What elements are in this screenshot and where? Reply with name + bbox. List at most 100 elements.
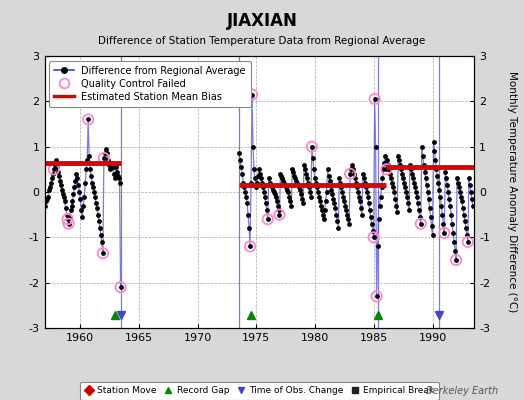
Point xyxy=(462,225,470,232)
Point xyxy=(350,171,358,177)
Point xyxy=(60,198,69,204)
Point xyxy=(451,248,459,254)
Legend: Station Move, Record Gap, Time of Obs. Change, Empirical Break: Station Move, Record Gap, Time of Obs. C… xyxy=(80,382,439,400)
Point xyxy=(370,96,379,102)
Point xyxy=(427,214,435,220)
Point xyxy=(45,186,53,193)
Point xyxy=(387,175,396,182)
Point xyxy=(428,232,436,238)
Point xyxy=(434,180,443,186)
Point xyxy=(381,152,390,159)
Point xyxy=(113,173,122,179)
Point xyxy=(389,184,398,191)
Point xyxy=(235,150,244,157)
Point xyxy=(441,168,450,175)
Point xyxy=(95,218,103,225)
Point xyxy=(72,171,81,177)
Point xyxy=(455,184,463,191)
Point xyxy=(437,202,445,209)
Point xyxy=(66,214,74,220)
Point xyxy=(447,212,455,218)
Point xyxy=(58,186,66,193)
Point xyxy=(259,184,267,191)
Point xyxy=(284,189,292,195)
Point xyxy=(272,198,281,204)
Point xyxy=(413,200,422,206)
Point xyxy=(300,162,308,168)
Point xyxy=(428,223,436,229)
Point xyxy=(382,166,390,172)
Point xyxy=(271,193,280,200)
Point xyxy=(237,164,245,170)
Point xyxy=(92,200,100,206)
Point xyxy=(264,216,272,222)
Y-axis label: Monthly Temperature Anomaly Difference (°C): Monthly Temperature Anomaly Difference (… xyxy=(507,71,517,313)
Point xyxy=(393,209,401,216)
Point xyxy=(374,216,383,222)
Point xyxy=(370,96,379,102)
Point xyxy=(49,171,57,177)
Point xyxy=(260,193,269,200)
Point xyxy=(53,168,62,175)
Point xyxy=(47,180,55,186)
Point xyxy=(76,196,84,202)
Text: JIAXIAN: JIAXIAN xyxy=(226,12,298,30)
Point xyxy=(294,182,302,188)
Point xyxy=(243,200,252,206)
Point xyxy=(83,157,91,164)
Point xyxy=(359,171,367,177)
Point xyxy=(314,193,323,200)
Point xyxy=(313,189,322,195)
Point xyxy=(110,171,118,177)
Text: Berkeley Earth: Berkeley Earth xyxy=(425,386,498,396)
Point xyxy=(364,193,372,200)
Point xyxy=(287,202,296,209)
Point xyxy=(102,146,110,152)
Point xyxy=(425,205,434,211)
Point xyxy=(351,175,359,182)
Point xyxy=(330,200,339,206)
Point xyxy=(96,225,104,232)
Point xyxy=(322,189,331,195)
Point xyxy=(307,193,315,200)
Point xyxy=(99,250,107,256)
Point xyxy=(312,180,320,186)
Point xyxy=(75,189,83,195)
Point xyxy=(61,205,70,211)
Point xyxy=(328,186,336,193)
Point xyxy=(440,230,449,236)
Point xyxy=(111,175,119,182)
Point xyxy=(54,173,63,179)
Point xyxy=(357,205,365,211)
Point xyxy=(93,205,101,211)
Point xyxy=(361,180,369,186)
Point xyxy=(43,196,51,202)
Point xyxy=(91,193,99,200)
Point xyxy=(448,220,456,227)
Point xyxy=(276,171,285,177)
Point xyxy=(296,186,304,193)
Point xyxy=(467,196,476,202)
Point xyxy=(466,189,475,195)
Point xyxy=(281,182,290,188)
Point xyxy=(86,166,94,172)
Point xyxy=(374,243,382,250)
Point xyxy=(98,239,106,245)
Point xyxy=(435,186,444,193)
Point xyxy=(250,166,258,172)
Point xyxy=(424,196,433,202)
Point xyxy=(439,220,447,227)
Point xyxy=(412,189,420,195)
Point xyxy=(97,232,105,238)
Point xyxy=(254,173,262,179)
Point xyxy=(431,157,440,164)
Point xyxy=(64,220,73,227)
Point xyxy=(403,193,411,200)
Point xyxy=(328,191,336,198)
Point xyxy=(354,189,362,195)
Point xyxy=(84,116,92,123)
Point xyxy=(267,184,276,191)
Point xyxy=(114,175,123,182)
Point xyxy=(265,175,273,182)
Point xyxy=(334,225,343,232)
